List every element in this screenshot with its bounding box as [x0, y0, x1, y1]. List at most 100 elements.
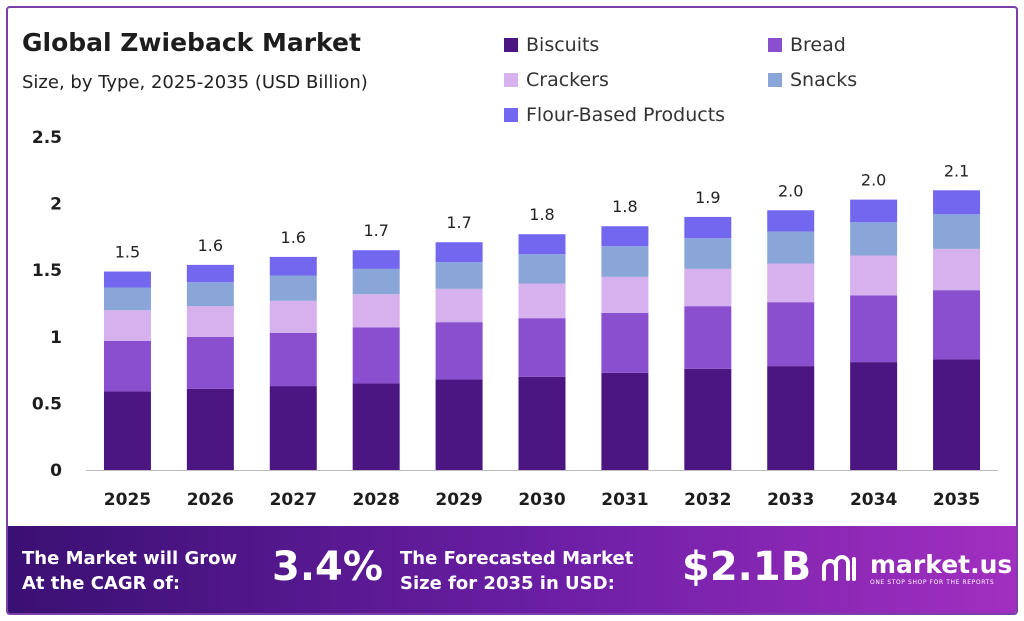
bar-segment-flour-based-products [684, 216, 732, 239]
bar-segment-snacks [269, 275, 317, 301]
bar-segment-biscuits [352, 383, 400, 470]
bar-segment-flour-based-products [103, 271, 151, 288]
bar-segment-crackers [850, 255, 898, 296]
bar-segment-flour-based-products [269, 256, 317, 276]
y-tick-label: 0 [50, 461, 62, 481]
cagr-caption-line1: The Market will Grow [22, 548, 238, 569]
legend-label: Flour-Based Products [526, 104, 726, 126]
bar-segment-biscuits [103, 391, 151, 470]
chart-frame: Global Zwieback Market Size, by Type, 20… [6, 6, 1018, 615]
bar-segment-bread [518, 318, 566, 377]
bar-segment-crackers [933, 248, 981, 291]
legend-swatch [504, 108, 518, 122]
legend-label: Biscuits [526, 34, 600, 56]
x-tick-label: 2028 [353, 490, 400, 510]
market-us-logo-icon [822, 555, 856, 581]
legend-label: Bread [790, 34, 846, 56]
bar-segment-bread [103, 340, 151, 392]
brand-tagline: ONE STOP SHOP FOR THE REPORTS [870, 579, 995, 586]
bar-total-label: 1.8 [612, 197, 637, 216]
bar-segment-crackers [269, 300, 317, 333]
x-tick-label: 2035 [933, 490, 980, 510]
bar-segment-bread [933, 290, 981, 360]
bar-segment-crackers [601, 276, 649, 313]
bar-segment-biscuits [269, 386, 317, 470]
bar-segment-crackers [684, 268, 732, 307]
bar-segment-biscuits [186, 388, 234, 470]
bar-segment-biscuits [518, 376, 566, 470]
chart-subtitle: Size, by Type, 2025-2035 (USD Billion) [22, 72, 368, 93]
x-tick-label: 2033 [767, 490, 814, 510]
legend-item: Biscuits [504, 34, 599, 56]
bar-segment-snacks [767, 231, 815, 264]
bar-segment-snacks [435, 262, 483, 289]
forecast-caption-line1: The Forecasted Market [400, 548, 634, 569]
legend-swatch [768, 38, 782, 52]
y-tick-label: 1.5 [32, 261, 62, 281]
x-tick-label: 2034 [850, 490, 897, 510]
bar-segment-biscuits [601, 372, 649, 470]
bar-segment-snacks [601, 246, 649, 277]
bar-segment-bread [435, 322, 483, 380]
legend-swatch [504, 38, 518, 52]
bar-segment-snacks [933, 214, 981, 249]
y-tick-label: 2.5 [32, 128, 62, 148]
bar-segment-bread [186, 336, 234, 389]
bar-segment-flour-based-products [850, 199, 898, 223]
bar-segment-crackers [435, 288, 483, 323]
cagr-value: 3.4% [272, 544, 383, 590]
bar-segment-flour-based-products [601, 226, 649, 247]
bar-segment-snacks [518, 254, 566, 284]
bar-total-label: 1.5 [115, 243, 140, 262]
bar-segment-crackers [518, 283, 566, 319]
bar-segment-flour-based-products [186, 264, 234, 283]
legend-swatch [504, 73, 518, 87]
y-tick-label: 0.5 [32, 394, 62, 414]
x-tick-label: 2031 [601, 490, 648, 510]
stacked-bar-chart: 0 0.5 1 1.5 2 2.5 1.5 2025 1.6 2026 1.6 2027 1.7 2028… [32, 128, 998, 510]
legend-label: Snacks [790, 69, 858, 91]
brand-logo[interactable]: market.us ONE STOP SHOP FOR THE REPORTS [820, 552, 1012, 586]
bar-total-label: 1.6 [198, 236, 223, 255]
x-tick-label: 2029 [435, 490, 482, 510]
bar-total-label: 1.8 [529, 205, 554, 224]
forecast-caption-line2: Size for 2035 in USD: [400, 573, 615, 594]
bar-segment-snacks [684, 238, 732, 269]
legend-item: Bread [768, 34, 846, 56]
bar-segment-bread [352, 327, 400, 384]
legend-item: Snacks [768, 69, 857, 91]
bar-segment-flour-based-products [352, 250, 400, 269]
y-tick-label: 1 [50, 328, 62, 348]
bar-segment-crackers [186, 306, 234, 337]
bar-segment-flour-based-products [435, 242, 483, 263]
forecast-value: $2.1B [682, 544, 812, 590]
bar-segment-bread [684, 306, 732, 369]
bar-segment-flour-based-products [518, 234, 566, 255]
x-tick-label: 2032 [684, 490, 731, 510]
bar-total-label: 2.1 [944, 161, 969, 180]
bar-total-label: 1.7 [363, 221, 388, 240]
bar-segment-crackers [767, 263, 815, 303]
bar-segment-biscuits [850, 362, 898, 470]
bar-segment-snacks [352, 268, 400, 295]
bar-segment-crackers [352, 294, 400, 328]
x-tick-label: 2027 [270, 490, 317, 510]
bar-segment-snacks [186, 282, 234, 307]
forecast-caption: The Forecasted Market Size for 2035 in U… [400, 546, 633, 596]
x-tick-label: 2030 [518, 490, 565, 510]
bar-total-label: 2.0 [778, 181, 803, 200]
bar-total-label: 1.7 [446, 213, 471, 232]
legend-item: Crackers [504, 69, 609, 91]
legend-swatch [768, 73, 782, 87]
brand-text: market.us ONE STOP SHOP FOR THE REPORTS [870, 550, 1013, 587]
bar-segment-biscuits [435, 379, 483, 470]
cagr-caption-line2: At the CAGR of: [22, 573, 181, 594]
footer-banner: The Market will Grow At the CAGR of: 3.4… [8, 526, 1016, 613]
bar-total-label: 1.9 [695, 188, 720, 207]
bar-segment-bread [850, 295, 898, 363]
bar-segment-biscuits [933, 359, 981, 470]
y-tick-label: 2 [50, 195, 62, 215]
bar-segment-snacks [850, 222, 898, 256]
brand-name: market.us [870, 550, 1013, 579]
x-tick-label: 2025 [104, 490, 151, 510]
